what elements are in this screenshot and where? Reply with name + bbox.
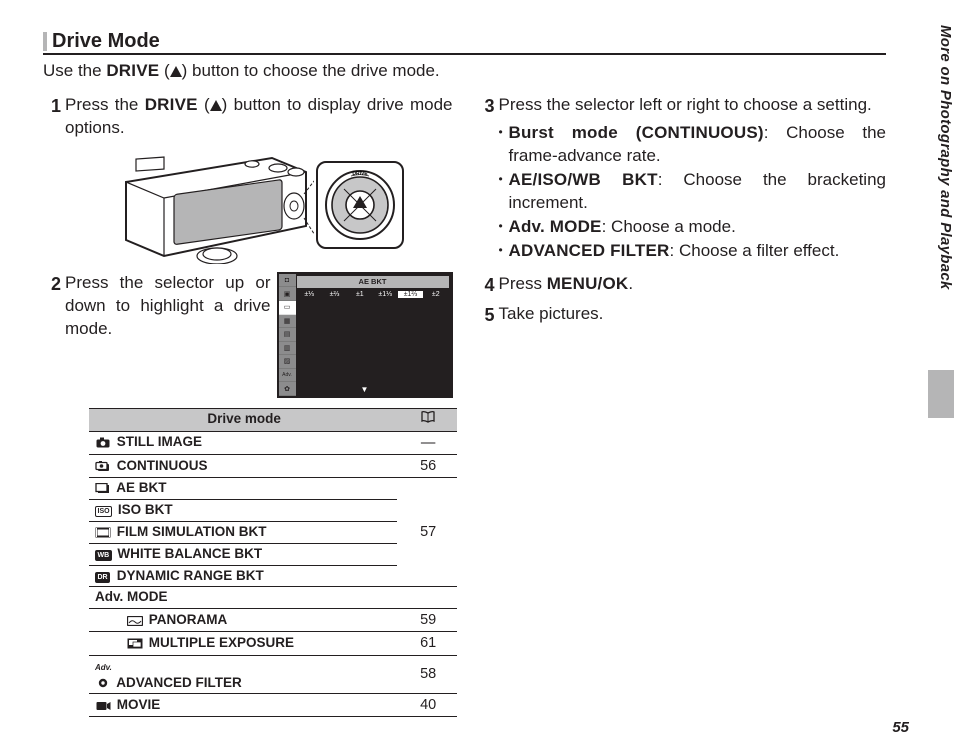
section-title: Drive Mode (43, 30, 886, 55)
svg-text:DRIVE: DRIVE (352, 171, 368, 177)
table-row: STILL IMAGE— (89, 431, 457, 454)
intro-text: Use the DRIVE () button to choose the dr… (43, 60, 886, 83)
multi-icon (127, 635, 143, 652)
table-row: Adv. MODE (89, 587, 457, 609)
section-side-title: More on Photography and Playback (937, 25, 954, 290)
pano-icon (127, 612, 143, 629)
camera-illustration: DRIVE (65, 146, 453, 264)
step-3: 3 Press the selector left or right to ch… (477, 94, 887, 118)
step-3-sub: ADVANCED FILTER: Choose a filter effect. (499, 240, 887, 262)
step-3-sub: AE/ISO/WB BKT: Choose the bracketing inc… (499, 169, 887, 214)
adv-icon: Adv. (95, 658, 111, 692)
page-ref-icon (397, 408, 457, 431)
right-column: 3 Press the selector left or right to ch… (477, 89, 887, 722)
ae-icon (95, 480, 111, 497)
film-icon (95, 524, 111, 541)
page-number: 55 (892, 719, 909, 736)
step-1: 1 Press the DRIVE () button to display d… (43, 94, 453, 140)
lcd-values: ±⅓±⅔±1±1⅓±1⅔±2 (297, 289, 449, 301)
step-2: 2 Press the selector up or down to highl… (43, 272, 271, 341)
lcd-preview: ◘▣▭▦▤▥▨Adv.✿ AE BKT ±⅓±⅔±1±1⅓±1⅔±2 ▼ (277, 272, 453, 398)
table-row: MOVIE40 (89, 694, 457, 717)
drive-mode-table: Drive mode STILL IMAGE— CONTINUOUS56 AE … (89, 408, 457, 718)
movie-icon (95, 697, 111, 714)
table-row: CONTINUOUS56 (89, 454, 457, 477)
dr-icon: DR (95, 568, 111, 585)
left-column: 1 Press the DRIVE () button to display d… (43, 89, 453, 722)
table-row: MULTIPLE EXPOSURE61 (89, 632, 457, 655)
camera-icon (95, 434, 111, 451)
burst-icon (95, 458, 111, 475)
step-5: 5 Take pictures. (477, 303, 887, 327)
step-3-sub: Adv. MODE: Choose a mode. (499, 216, 887, 238)
dpad-zoom-callout: DRIVE (316, 161, 404, 249)
camera-drawing (114, 146, 314, 264)
table-row: AE BKT57 (89, 478, 457, 500)
table-row: PANORAMA59 (89, 609, 457, 632)
step-3-sub: Burst mode (CONTINUOUS): Choose the fram… (499, 122, 887, 167)
table-row: Adv. ADVANCED FILTER58 (89, 655, 457, 694)
step-4: 4 Press MENU/OK. (477, 273, 887, 297)
side-tab-marker (928, 370, 954, 418)
